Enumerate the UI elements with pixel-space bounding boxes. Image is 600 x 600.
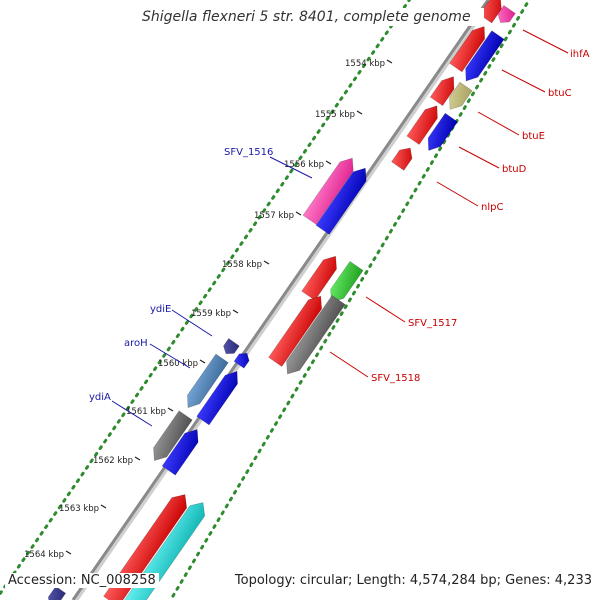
gene-arrow <box>153 410 193 462</box>
gene-arrow <box>302 157 354 225</box>
gene-arrow <box>48 585 67 600</box>
gene-label-ydia: ydiA <box>89 392 111 403</box>
gene-label-sfv-1518: SFV_1518 <box>371 373 420 384</box>
kbp-tick-label: 1555 kbp <box>315 110 355 120</box>
leader-line <box>149 343 191 369</box>
topology-summary: Topology: circular; Length: 4,574,284 bp… <box>231 573 595 588</box>
kbp-tick-mark <box>356 110 363 115</box>
gene-arrow <box>161 429 199 476</box>
gene-arrow <box>233 352 250 369</box>
kbp-tick-mark <box>100 504 107 509</box>
kbp-tick-label: 1554 kbp <box>345 59 385 69</box>
kbp-tick-mark <box>134 456 141 461</box>
gene-arrow <box>406 105 438 145</box>
dotted-track-outer <box>0 0 412 597</box>
gene-arrow <box>391 147 413 171</box>
leader-line <box>458 146 500 169</box>
kbp-tick-mark <box>65 550 72 555</box>
leader-line <box>501 69 546 93</box>
gene-label-aroh: aroH <box>124 338 148 349</box>
gene-arrow <box>479 0 502 24</box>
gene-label-btue: btuE <box>522 131 545 142</box>
kbp-tick-mark <box>167 407 174 412</box>
gene-arrow <box>465 30 505 82</box>
kbp-tick-label: 1564 kbp <box>24 550 64 560</box>
gene-arrow <box>427 112 458 151</box>
kbp-tick-label: 1556 kbp <box>284 160 324 170</box>
kbp-tick-mark <box>263 260 270 265</box>
gene-label-ydie: ydiE <box>150 304 171 315</box>
leader-line <box>111 400 153 427</box>
leader-line <box>522 29 569 54</box>
gene-label-sfv-1516: SFV_1516 <box>224 147 273 158</box>
kbp-tick-mark <box>232 309 239 314</box>
leader-line <box>436 181 479 207</box>
gene-arrow <box>286 295 346 375</box>
kbp-tick-label: 1558 kbp <box>222 260 262 270</box>
gene-arrow <box>187 353 229 409</box>
gene-arrow <box>223 338 240 355</box>
dotted-tick-tracks <box>0 0 531 600</box>
kbp-tick-mark <box>325 160 332 165</box>
kbp-tick-label: 1561 kbp <box>126 407 166 417</box>
leader-line <box>329 351 369 378</box>
gene-label-nlpc: nlpC <box>481 202 503 213</box>
kbp-tick-label: 1557 kbp <box>254 211 294 221</box>
kbp-tick-label: 1562 kbp <box>93 456 133 466</box>
gene-arrow <box>449 26 486 73</box>
gene-label-sfv-1517: SFV_1517 <box>408 318 457 329</box>
leader-line <box>171 309 213 337</box>
gene-arrow <box>315 167 367 235</box>
gene-label-btuc: btuC <box>548 88 572 99</box>
kbp-tick-label: 1563 kbp <box>59 504 99 514</box>
genome-title: Shigella flexneri 5 str. 8401, complete … <box>140 8 484 26</box>
kbp-tick-label: 1559 kbp <box>191 309 231 319</box>
gene-arrow <box>449 81 473 110</box>
gene-arrow <box>429 76 455 107</box>
leader-line <box>365 296 406 323</box>
leader-line <box>477 111 520 136</box>
gene-label-btud: btuD <box>502 164 527 175</box>
genome-backbone <box>71 0 493 600</box>
kbp-tick-mark <box>386 59 393 64</box>
gene-name-labels: SFV_1516 ydiE aroH ydiA ihfA btuC btuE btuD nlpC… <box>89 29 590 427</box>
kbp-tick-label: 1560 kbp <box>158 359 198 369</box>
gene-arrow <box>196 370 238 426</box>
accession-label: Accession: NC_008258 <box>5 573 159 588</box>
gene-arrow <box>497 5 516 23</box>
kbp-tick-mark <box>199 359 206 364</box>
leader-line <box>269 156 313 179</box>
gene-label-ihfa: ihfA <box>570 49 590 60</box>
gene-arrow <box>268 295 322 367</box>
dotted-track-inner <box>168 0 531 600</box>
kbp-tick-mark <box>295 211 302 216</box>
